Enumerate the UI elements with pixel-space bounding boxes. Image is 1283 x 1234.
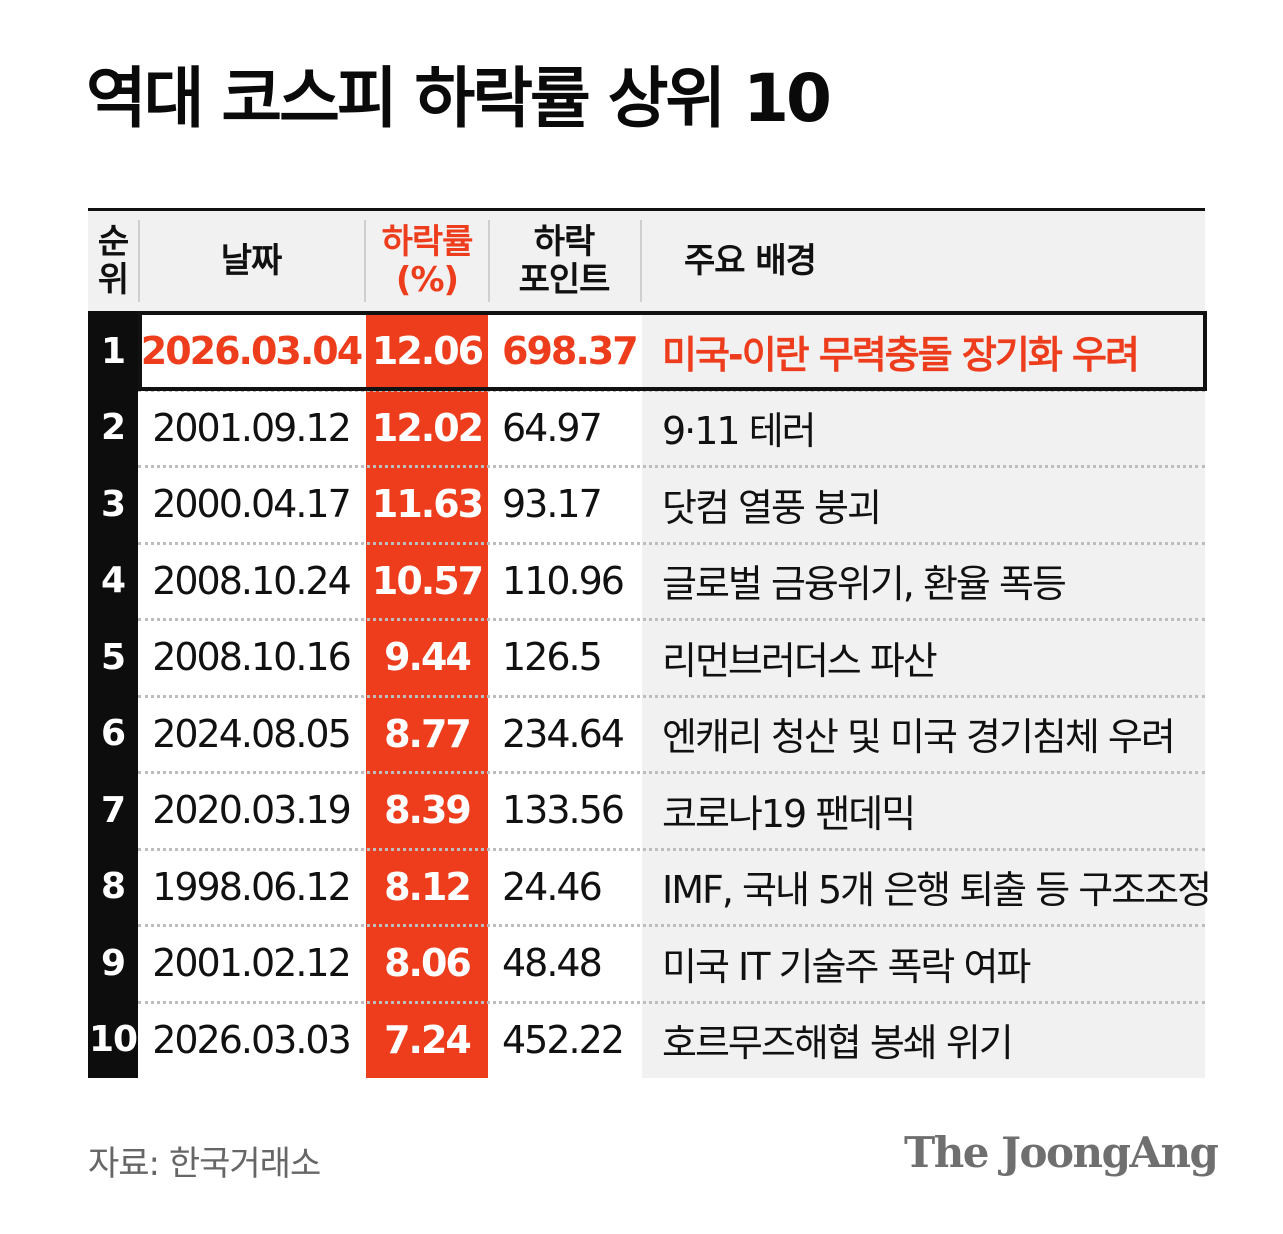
- rank-cell: 7: [100, 789, 126, 831]
- row-divider: [138, 541, 1205, 545]
- table-row: 10 2026.03.03 7.24 452.22 호르무즈해협 봉쇄 위기: [88, 1002, 1205, 1078]
- rank-cell: 5: [100, 636, 126, 678]
- rate-cell: 12.06: [371, 329, 484, 373]
- header-rate-line2: (%): [395, 260, 459, 300]
- rate-cell: 9.44: [384, 635, 472, 679]
- header-rate-line1: 하락률: [381, 221, 474, 262]
- header-rate: 하락률 (%): [366, 211, 488, 311]
- background-cell: 닷컴 열풍 붕괴: [662, 485, 882, 530]
- table-row: 7 2020.03.19 8.39 133.56 코로나19 팬데믹: [88, 772, 1205, 848]
- ranking-table: 순 위 날짜 하락률 (%) 하락 포인트 주요 배경 1 2026.03.04 1…: [88, 208, 1212, 1078]
- background-cell: 9·11 테러: [662, 409, 817, 453]
- publisher-logo: The JoongAng: [904, 1128, 1219, 1177]
- table-top-rule: [88, 208, 1205, 211]
- background-cell: 호르무즈해협 봉쇄 위기: [662, 1021, 1014, 1065]
- row-divider: [138, 1000, 1205, 1004]
- points-cell: 698.37: [502, 329, 639, 373]
- date-cell: 2001.02.12: [152, 941, 352, 985]
- rank-cell: 1: [100, 330, 126, 372]
- rank-cell: 10: [88, 1019, 138, 1060]
- table-row: 4 2008.10.24 10.57 110.96 글로벌 금융위기, 환율 폭등: [88, 543, 1205, 619]
- header-date-label: 날짜: [220, 240, 283, 281]
- rank-cell: 2: [100, 407, 126, 448]
- header-rank-line1: 순: [97, 221, 129, 262]
- rate-cell: 8.77: [384, 711, 472, 756]
- row-divider: [138, 694, 1205, 698]
- row-divider: [138, 924, 1205, 927]
- page-title: 역대 코스피 하락률 상위 10: [86, 60, 832, 137]
- header-background: [88, 211, 1205, 311]
- rank-cell: 8: [100, 866, 126, 907]
- header-separator: [364, 220, 366, 302]
- date-cell: 2008.10.16: [152, 635, 352, 679]
- rank-column-background: [88, 311, 138, 1078]
- background-cell: 글로벌 금융위기, 환율 폭등: [662, 562, 1067, 606]
- table-row: 9 2001.02.12 8.06 48.48 미국 IT 기술주 폭락 여파: [88, 925, 1205, 1001]
- header-background: 주요 배경: [684, 211, 1184, 311]
- points-cell: 24.46: [502, 864, 603, 909]
- rate-cell: 7.24: [384, 1017, 472, 1062]
- table-row: 1 2026.03.04 12.06 698.37 미국-이란 무력충돌 장기화 우려: [88, 313, 1205, 389]
- points-cell: 93.17: [502, 482, 603, 526]
- points-cell: 234.64: [502, 711, 625, 756]
- date-cell: 2026.03.04: [140, 329, 363, 373]
- points-cell: 64.97: [502, 405, 603, 450]
- points-cell: 126.5: [502, 635, 603, 679]
- table-row: 8 1998.06.12 8.12 24.46 IMF, 국내 5개 은행 퇴출 등 구…: [88, 849, 1212, 925]
- background-cell: IMF, 국내 5개 은행 퇴출 등 구조조정: [662, 868, 1212, 912]
- date-cell: 2026.03.03: [152, 1017, 352, 1062]
- background-cell: 미국 IT 기술주 폭락 여파: [662, 944, 1031, 989]
- background-cell: 미국-이란 무력충돌 장기화 우려: [662, 332, 1140, 377]
- rank-cell: 3: [100, 483, 126, 525]
- header-points-line2: 포인트: [518, 260, 611, 300]
- row-divider: [138, 618, 1205, 621]
- rank-cell: 9: [100, 942, 126, 984]
- date-cell: 2008.10.24: [152, 558, 352, 603]
- header-points: 하락 포인트: [488, 211, 640, 311]
- rate-cell: 8.39: [384, 788, 472, 832]
- date-cell: 2000.04.17: [152, 482, 352, 526]
- date-cell: 2001.09.12: [152, 405, 352, 450]
- rate-cell: 10.57: [371, 558, 484, 603]
- date-cell: 2020.03.19: [152, 788, 352, 832]
- date-cell: 1998.06.12: [152, 864, 352, 909]
- table-row: 5 2008.10.16 9.44 126.5 리먼브러더스 파산: [88, 619, 1205, 695]
- rank-cell: 4: [100, 560, 126, 601]
- row-divider: [138, 388, 1205, 392]
- header-background-label: 주요 배경: [684, 240, 817, 281]
- points-cell: 48.48: [502, 941, 603, 985]
- source-note: 자료: 한국거래소: [88, 1144, 321, 1184]
- header-rank: 순 위: [88, 211, 138, 311]
- header-separator: [138, 220, 140, 302]
- background-cell: 엔캐리 청산 및 미국 경기침체 우려: [662, 715, 1176, 759]
- header-points-line1: 하락: [533, 221, 596, 262]
- rate-cell: 8.12: [384, 864, 472, 909]
- row-divider: [138, 465, 1205, 468]
- points-cell: 110.96: [502, 558, 625, 603]
- background-cell: 리먼브러더스 파산: [662, 638, 938, 683]
- table-row: 2 2001.09.12 12.02 64.97 9·11 테러: [88, 390, 1205, 466]
- row-divider: [138, 771, 1205, 774]
- date-cell: 2024.08.05: [152, 711, 352, 756]
- table-row: 3 2000.04.17 11.63 93.17 닷컴 열풍 붕괴: [88, 466, 1205, 542]
- rate-cell: 11.63: [371, 482, 484, 526]
- rank-cell: 6: [100, 713, 126, 754]
- background-cell: 코로나19 팬데믹: [662, 791, 916, 836]
- table-row: 6 2024.08.05 8.77 234.64 엔캐리 청산 및 미국 경기침체 우려: [88, 696, 1205, 772]
- header-separator: [640, 220, 642, 302]
- header-date: 날짜: [138, 211, 364, 311]
- header-rank-line2: 위: [97, 260, 129, 300]
- row-divider: [138, 847, 1205, 851]
- points-cell: 452.22: [502, 1017, 625, 1062]
- points-cell: 133.56: [502, 788, 625, 832]
- header-separator: [488, 220, 490, 302]
- rate-cell: 8.06: [384, 941, 472, 985]
- rate-cell: 12.02: [371, 405, 484, 450]
